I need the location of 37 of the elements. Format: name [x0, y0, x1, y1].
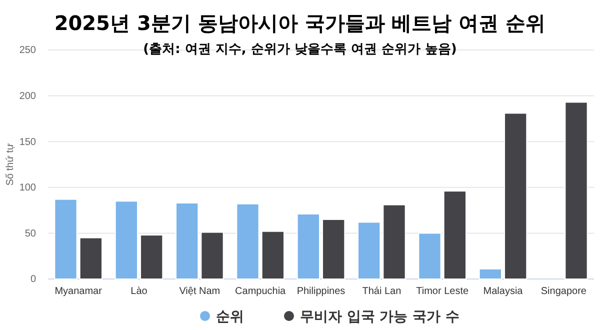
bar [236, 203, 260, 280]
x-tick-label: Campuchia [235, 286, 286, 298]
bar [261, 230, 284, 280]
x-tick-label: Malaysia [483, 286, 524, 298]
bar [54, 198, 78, 280]
x-tick-label: Việt Nam [179, 286, 220, 298]
bar [564, 102, 588, 280]
bar [114, 200, 138, 280]
chart-subtitle: (출처: 여권 지수, 순위가 낮을수록 여권 순위가 높음) [143, 42, 457, 57]
y-tick-label: 150 [19, 136, 36, 148]
legend-label: 순위 [216, 309, 244, 325]
bar [140, 234, 164, 280]
x-tick-label: Thái Lan [362, 286, 402, 298]
bar [200, 232, 224, 280]
bar [322, 218, 346, 280]
bar [79, 237, 102, 280]
bar [443, 190, 466, 280]
bar [358, 222, 381, 280]
x-tick-label: Singapore [540, 286, 587, 298]
bar [504, 112, 528, 280]
bar [296, 213, 320, 280]
y-tick-label: 250 [19, 45, 36, 56]
bar [418, 232, 442, 280]
y-tick-label: 50 [24, 228, 36, 240]
bar [478, 268, 502, 280]
y-tick-label: 100 [19, 182, 36, 194]
chart-title: 2025년 3분기 동남아시아 국가들과 베트남 여권 순위 [54, 11, 546, 35]
y-tick-label: 200 [19, 91, 36, 102]
y-tick-label: 0 [30, 274, 36, 286]
x-tick-label: Myanamar [54, 286, 103, 298]
bar [176, 202, 199, 280]
y-axis-title: Số thứ tự [5, 143, 16, 186]
legend-label: 무비자 입국 가능 국가 수 [300, 309, 460, 325]
bar [382, 204, 406, 280]
x-tick-label: Philippines [296, 286, 346, 298]
x-tick-label: Timor Leste [416, 286, 469, 298]
x-tick-label: Lào [130, 286, 148, 298]
